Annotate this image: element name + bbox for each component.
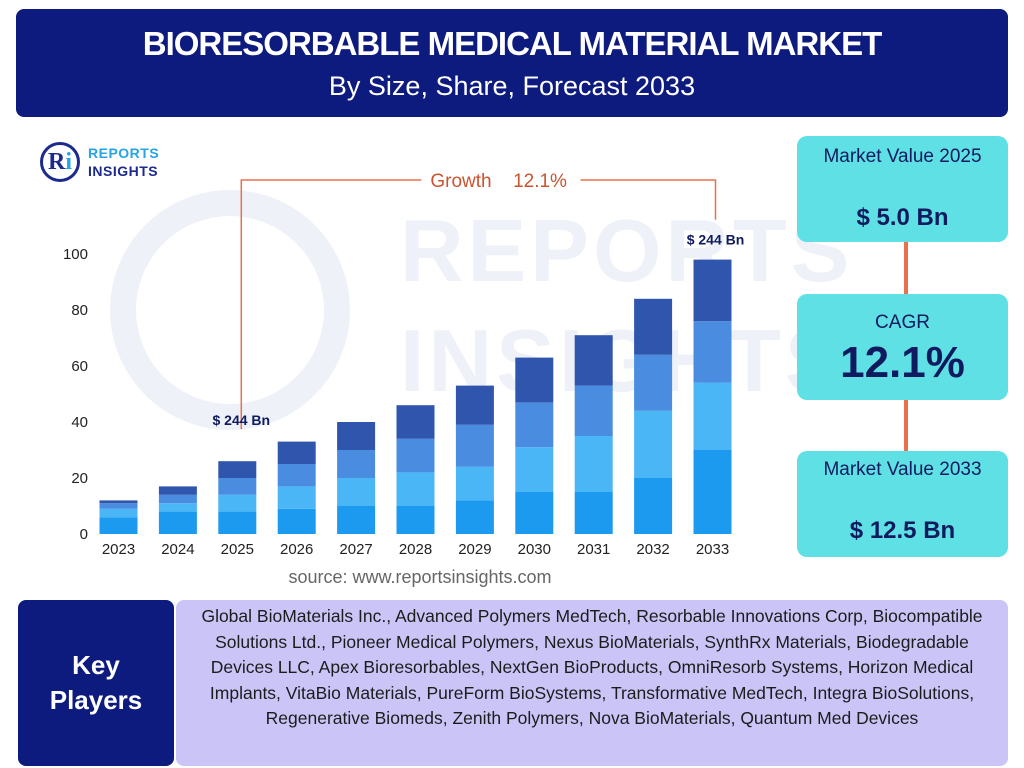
bar-segment [574, 385, 613, 436]
x-tick-label: 2024 [161, 541, 194, 558]
bar-segment [515, 402, 554, 448]
bar-segment [574, 436, 613, 492]
bar-segment [218, 511, 257, 534]
source-note: source: www.reportsinsights.com [288, 567, 552, 587]
bar-segment [455, 424, 494, 467]
y-tick-label: 100 [63, 246, 88, 263]
bar-segment [337, 478, 376, 506]
bar-segment [99, 517, 138, 534]
reports-insights-logo: Ri REPORTS INSIGHTS [40, 142, 180, 186]
bar-segment [396, 472, 435, 506]
bar-segment [99, 508, 138, 518]
y-tick-label: 80 [71, 302, 88, 319]
bar-segment [337, 506, 376, 534]
x-tick-label: 2025 [221, 541, 254, 558]
market-value-2033-card: Market Value 2033 $ 12.5 Bn [797, 451, 1008, 557]
bar-segment [574, 335, 613, 386]
market-value-2025-value: $ 5.0 Bn [856, 204, 949, 231]
bar-segment [277, 464, 316, 487]
y-tick-label: 0 [80, 526, 88, 543]
bar-segment [693, 259, 732, 322]
cagr-label: CAGR [875, 312, 930, 333]
key-players-label-line1: Key [72, 650, 120, 680]
bar-segment [218, 478, 257, 495]
cagr-value: 12.1% [840, 338, 965, 387]
cagr-card: CAGR 12.1% [797, 294, 1008, 400]
start-value-label: $ 244 Bn [213, 412, 271, 428]
market-bar-chart: 0 20 40 60 80 100 2023 2024 2025 2026 2027 2028 2029… [63, 171, 745, 558]
market-value-2033-label: Market Value 2033 [823, 459, 982, 480]
growth-bracket-left [240, 179, 422, 430]
bar-segment [99, 500, 138, 504]
bar-segment [693, 382, 732, 450]
bar-segment [396, 405, 435, 439]
bar-segment [574, 492, 613, 534]
x-tick-label: 2027 [339, 541, 372, 558]
page-subtitle: By Size, Share, Forecast 2033 [328, 71, 696, 101]
bar-segment [634, 478, 673, 534]
bar-segment [515, 447, 554, 492]
bar-segment [455, 500, 494, 534]
y-tick-label: 20 [71, 470, 88, 487]
key-players-label-box: Key Players [18, 600, 174, 766]
growth-label: Growth [430, 171, 491, 192]
x-tick-label: 2029 [458, 541, 491, 558]
market-value-2033-value: $ 12.5 Bn [849, 517, 956, 544]
bar-segment [693, 450, 732, 534]
logo-text-insights: INSIGHTS [88, 163, 159, 179]
header-banner: BIORESORBABLE MEDICAL MATERIAL MARKET By… [16, 9, 1008, 117]
card-connector-2 [904, 400, 908, 451]
key-players-list: Global BioMaterials Inc., Advanced Polym… [176, 600, 1008, 766]
bar-segment [455, 385, 494, 425]
x-tick-label: 2033 [696, 541, 729, 558]
bar-segment [99, 503, 138, 509]
bar-segment [634, 354, 673, 411]
bar-segment [337, 422, 376, 450]
bar-segment [693, 321, 732, 383]
y-tick-label: 40 [71, 414, 88, 431]
bar-segment [515, 357, 554, 403]
bar-segment [634, 298, 673, 355]
market-value-2025-card: Market Value 2025 $ 5.0 Bn [797, 136, 1008, 242]
bar-segment [277, 486, 316, 509]
bar-segment [337, 450, 376, 478]
x-tick-label: 2028 [399, 541, 432, 558]
bar-segment [218, 461, 257, 478]
bar-segment [218, 494, 257, 512]
bar-segment [158, 511, 197, 534]
growth-value: 12.1% [513, 171, 567, 192]
bar-segment [515, 492, 554, 534]
logo-text-reports: REPORTS [88, 145, 160, 161]
end-value-label: $ 244 Bn [687, 232, 745, 248]
bar-segment [158, 486, 197, 495]
bar-segment [455, 466, 494, 501]
x-tick-label: 2026 [280, 541, 313, 558]
x-tick-label: 2030 [518, 541, 551, 558]
bar-segment [158, 503, 197, 512]
x-tick-label: 2032 [636, 541, 669, 558]
card-connector-1 [904, 242, 908, 294]
bar-segment [277, 441, 316, 464]
key-players-label-line2: Players [49, 685, 143, 715]
x-tick-label: 2031 [577, 541, 610, 558]
market-value-2025-label: Market Value 2025 [823, 146, 982, 167]
y-tick-label: 60 [71, 358, 88, 375]
bar-segment [277, 508, 316, 534]
bar-segment [396, 506, 435, 534]
bar-segment [634, 410, 673, 478]
x-tick-label: 2023 [102, 541, 135, 558]
logo-mark-icon: Ri [40, 142, 80, 182]
bar-segment [158, 494, 197, 504]
page-title: BIORESORBABLE MEDICAL MATERIAL MARKET [142, 25, 883, 62]
growth-bracket-right [580, 179, 717, 220]
bar-segment [396, 438, 435, 473]
